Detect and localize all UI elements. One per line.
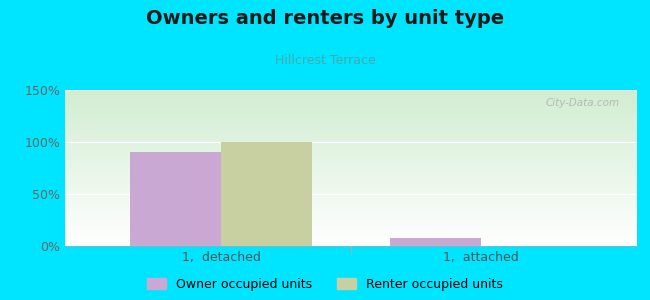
Bar: [130, 152, 221, 246]
Text: Hillcrest Terrace: Hillcrest Terrace: [274, 54, 376, 67]
Text: City-Data.com: City-Data.com: [546, 98, 620, 108]
Bar: [390, 238, 481, 246]
Legend: Owner occupied units, Renter occupied units: Owner occupied units, Renter occupied un…: [148, 278, 502, 291]
Text: Owners and renters by unit type: Owners and renters by unit type: [146, 9, 504, 28]
Bar: [221, 142, 312, 246]
